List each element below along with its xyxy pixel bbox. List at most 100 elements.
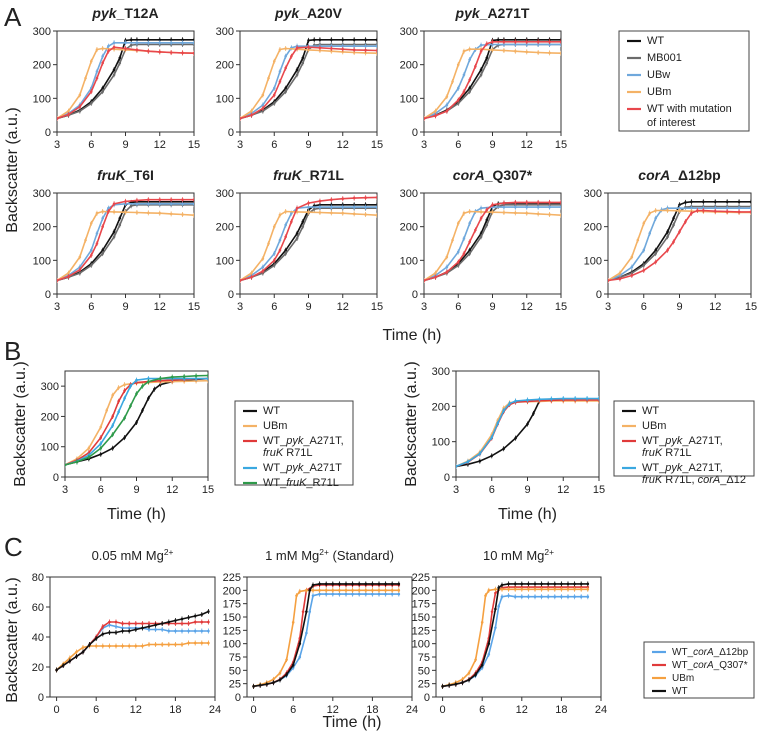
legend-box bbox=[234, 400, 354, 486]
chart-a3: 3 6 9 12 15 0 100 200 300 pyk_A271T bbox=[400, 5, 567, 151]
y-tick-label: 300 bbox=[400, 26, 418, 38]
x-tick-label: 3 bbox=[421, 139, 427, 151]
y-tick-label: 200 bbox=[223, 585, 241, 597]
legend-label-line2: of interest bbox=[647, 117, 695, 129]
legend-label: UBm bbox=[263, 420, 287, 432]
y-tick-label: 200 bbox=[216, 60, 234, 72]
y-tick-label: 0 bbox=[228, 289, 234, 301]
series-line bbox=[253, 589, 399, 688]
y-tick-label: 100 bbox=[400, 93, 418, 105]
y-tick-label: 300 bbox=[41, 381, 59, 393]
series-lblue bbox=[441, 593, 590, 689]
x-tick-label: 12 bbox=[337, 301, 349, 313]
x-tick-label: 18 bbox=[169, 704, 181, 716]
legend-label: WT_pyk_A271T, bbox=[642, 435, 723, 447]
series-red bbox=[441, 584, 590, 689]
y-tick-label: 25 bbox=[229, 679, 241, 691]
legend-item: WT with mutation of interest bbox=[627, 103, 732, 129]
x-tick-label: 9 bbox=[122, 301, 128, 313]
x-tick-label: 12 bbox=[709, 301, 721, 313]
y-tick-label: 300 bbox=[216, 188, 234, 200]
legend-label: UBw bbox=[647, 69, 670, 81]
series-line bbox=[456, 399, 599, 468]
y-tick-label: 200 bbox=[33, 60, 51, 72]
x-tick-label: 3 bbox=[605, 301, 611, 313]
x-tick-label: 18 bbox=[555, 704, 567, 716]
y-tick-label: 225 bbox=[412, 572, 430, 584]
series-ubm bbox=[608, 208, 751, 284]
series-line bbox=[57, 203, 194, 282]
y-tick-label: 100 bbox=[41, 442, 59, 454]
y-tick-label: 50 bbox=[229, 665, 241, 677]
chart-title: corA_Δ12bp bbox=[638, 167, 720, 183]
y-tick-label: 300 bbox=[432, 366, 450, 378]
x-tick-label: 3 bbox=[421, 301, 427, 313]
legend-item: WT bbox=[622, 405, 659, 417]
y-tick-label: 80 bbox=[32, 572, 44, 584]
series-mut bbox=[608, 208, 751, 284]
y-tick-label: 300 bbox=[400, 188, 418, 200]
x-tick-label: 24 bbox=[406, 704, 418, 716]
series-line bbox=[424, 41, 561, 120]
series-wt bbox=[456, 398, 541, 469]
x-tick-label: 12 bbox=[130, 704, 142, 716]
series-line bbox=[442, 588, 588, 688]
series-mb001 bbox=[424, 41, 561, 122]
legend-item: WT_fruK_R71L bbox=[243, 477, 339, 489]
x-tick-label: 6 bbox=[88, 139, 94, 151]
y-tick-label: 150 bbox=[412, 612, 430, 624]
series-wt bbox=[65, 376, 208, 468]
chart-title: 10 mM Mg2+ bbox=[483, 547, 554, 563]
legend-label: WT_fruK_R71L bbox=[263, 477, 339, 489]
series-wt bbox=[441, 581, 590, 689]
y-tick-label: 100 bbox=[216, 93, 234, 105]
legend-item: WT_corA_Δ12bp bbox=[652, 647, 749, 658]
legend-item: WT_pyk_A271T,fruK R71L, corA_Δ12 bbox=[622, 462, 746, 486]
x-tick-label: 12 bbox=[337, 139, 349, 151]
chart-title: fruK_T6I bbox=[97, 167, 154, 183]
legend-label: UBm bbox=[672, 673, 694, 684]
legend-b1: WT UBm WT_pyk_A271T,fruK R71L WT_pyk_A271T W… bbox=[234, 400, 354, 489]
series-ubm bbox=[424, 209, 561, 284]
y-tick-label: 225 bbox=[223, 572, 241, 584]
chart-title: pyk_T12A bbox=[91, 5, 158, 21]
x-tick-label: 3 bbox=[453, 484, 459, 496]
y-tick-label: 50 bbox=[418, 665, 430, 677]
series-line bbox=[608, 209, 751, 282]
series-line bbox=[57, 210, 194, 282]
chart-a4: 3 6 9 12 15 0 100 200 300 fruK_T6I bbox=[33, 167, 200, 313]
legend-label: UBm bbox=[647, 86, 671, 98]
panel-a-ylabel: Backscatter (a.u.) bbox=[4, 107, 21, 232]
series-line bbox=[240, 210, 377, 282]
legend-label-line2: fruK R71L bbox=[263, 447, 313, 459]
legend-item: WT_pyk_A271T bbox=[243, 462, 342, 474]
series-orange bbox=[55, 640, 210, 673]
x-tick-label: 6 bbox=[271, 139, 277, 151]
y-tick-label: 0 bbox=[412, 127, 418, 139]
y-tick-label: 0 bbox=[228, 127, 234, 139]
y-tick-label: 100 bbox=[33, 93, 51, 105]
x-tick-label: 15 bbox=[371, 301, 383, 313]
series-line bbox=[253, 583, 399, 688]
x-tick-label: 24 bbox=[209, 704, 221, 716]
series-ubw bbox=[424, 204, 561, 284]
chart-title: pyk_A271T bbox=[455, 5, 530, 21]
legend-item: MB001 bbox=[627, 52, 682, 64]
series-line bbox=[442, 586, 588, 688]
series-ubm bbox=[57, 209, 194, 284]
legend-item: WT_pyk_A271T,fruK R71L bbox=[243, 435, 344, 459]
x-tick-label: 12 bbox=[516, 704, 528, 716]
chart-b2: 3 6 9 12 15 0 100 200 300 Time (h) Backscatter (a.… bbox=[403, 361, 605, 523]
y-tick-label: 40 bbox=[32, 632, 44, 644]
series-line bbox=[240, 206, 377, 282]
series-mut bbox=[240, 44, 377, 122]
x-tick-label: 12 bbox=[521, 139, 533, 151]
x-tick-label: 0 bbox=[251, 704, 257, 716]
y-tick-label: 100 bbox=[412, 639, 430, 651]
x-tick-label: 0 bbox=[54, 704, 60, 716]
x-tick-label: 15 bbox=[555, 139, 567, 151]
series-ubm bbox=[424, 46, 561, 122]
y-tick-label: 0 bbox=[38, 692, 44, 704]
legend-label: WT bbox=[672, 686, 688, 697]
